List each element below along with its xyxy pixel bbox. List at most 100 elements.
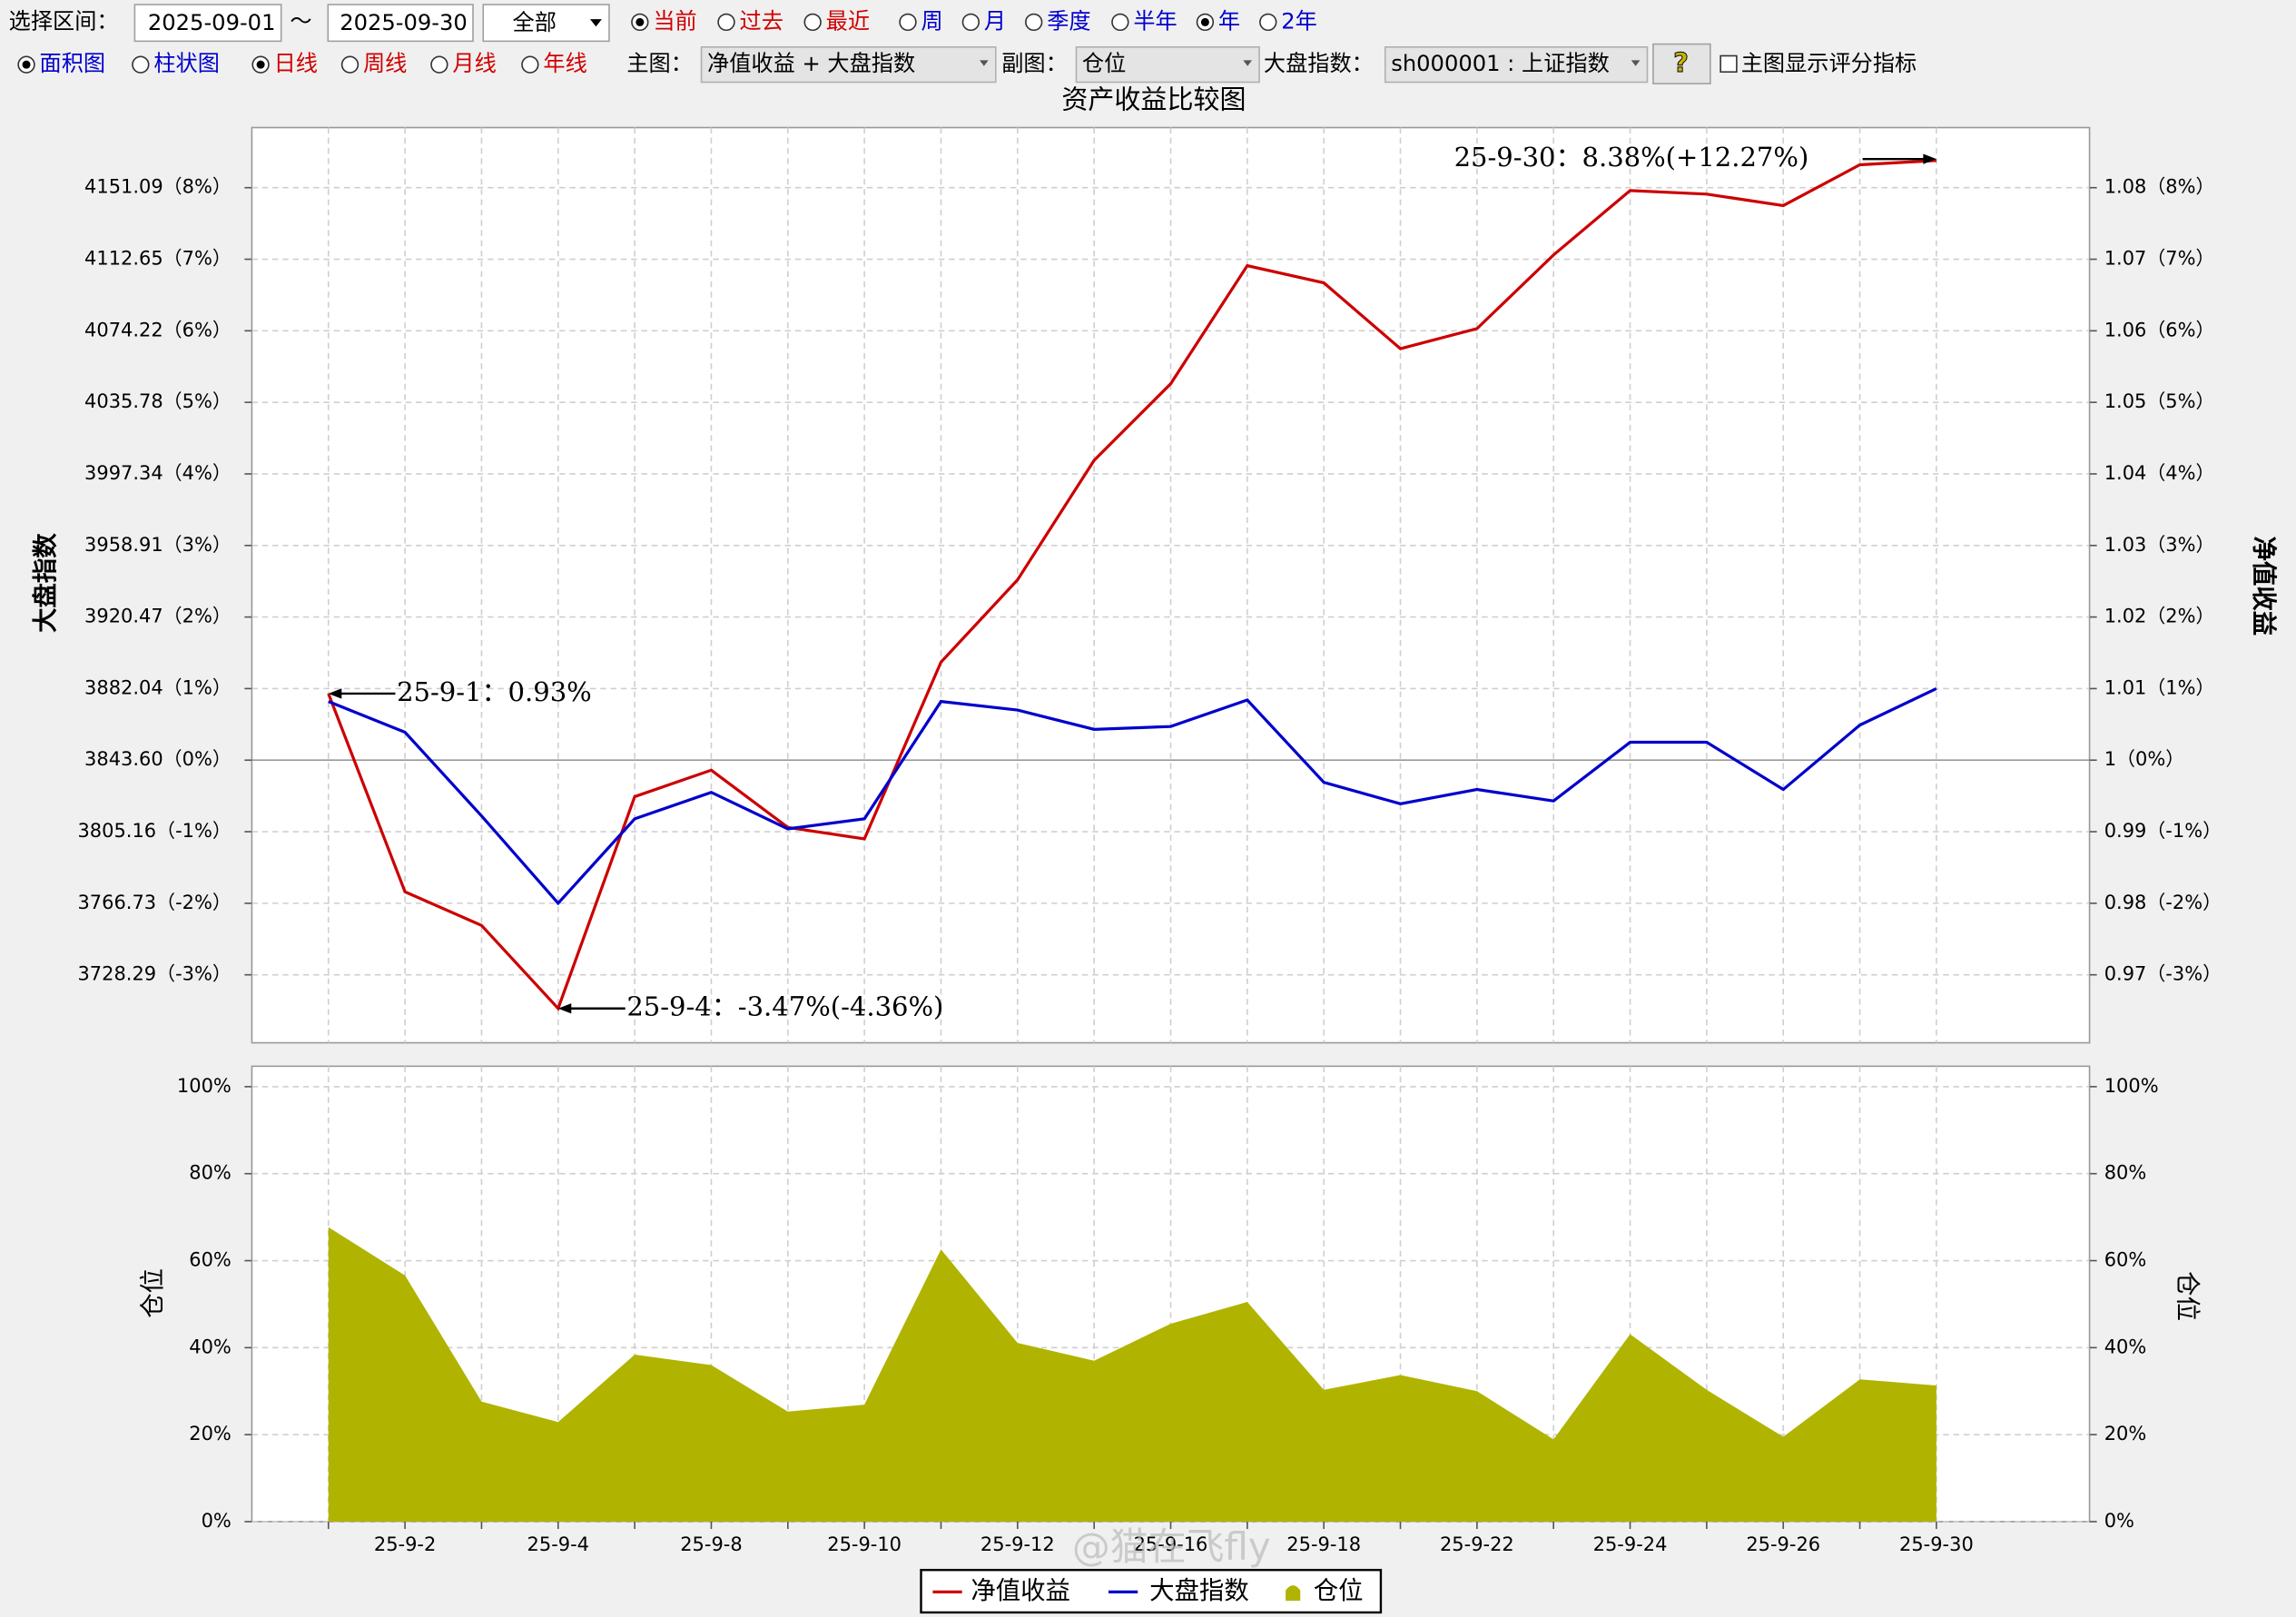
main-select[interactable] xyxy=(700,45,997,84)
radio-button[interactable] xyxy=(430,55,448,74)
y2-axis-label: 净值收益 xyxy=(2249,537,2278,636)
y-tick-label: 100% xyxy=(177,1075,232,1097)
y-tick-label: 3728.29（-3%） xyxy=(77,963,231,985)
end-date: 2025-09-30 xyxy=(340,10,468,35)
data-line xyxy=(327,159,1936,1011)
y2-tick-label: 1.02（2%） xyxy=(2104,606,2215,627)
sub-label: 副图： xyxy=(1001,51,1068,76)
radio-dot xyxy=(636,17,645,26)
y-tick-label: 40% xyxy=(189,1336,232,1357)
radio-label: 月线 xyxy=(452,51,496,76)
y2-tick-label: 0% xyxy=(2104,1510,2134,1532)
dropdown-arrow xyxy=(980,60,989,66)
y-axis-label: 仓位 xyxy=(139,1268,167,1318)
chart-title: 资产收益比较图 xyxy=(1061,84,1246,114)
y-tick-label: 3920.47（2%） xyxy=(84,606,232,627)
y-tick-label: 0% xyxy=(202,1510,232,1532)
radio-label: 最近 xyxy=(826,8,870,34)
radio-label: 2年 xyxy=(1281,8,1317,34)
y-tick-label: 3997.34（4%） xyxy=(84,462,232,484)
x-tick-label: 25-9-12 xyxy=(980,1533,1055,1555)
index-value: sh000001 : 上证指数 xyxy=(1391,51,1610,76)
radio-label: 季度 xyxy=(1047,8,1090,34)
index-select[interactable] xyxy=(1384,45,1649,84)
radio-button[interactable] xyxy=(521,55,539,74)
x-tick-label: 25-9-16 xyxy=(1134,1533,1208,1555)
radio-label: 年线 xyxy=(543,51,586,76)
legend-label: 仓位 xyxy=(1314,1577,1364,1605)
annotation: 25-9-30：8.38%(+12.27%) xyxy=(1454,142,1809,173)
y-axis-label: 大盘指数 xyxy=(31,533,60,633)
radio-dot xyxy=(1200,17,1209,26)
y2-tick-label: 0.99（-1%） xyxy=(2104,820,2222,842)
legend-label: 大盘指数 xyxy=(1149,1577,1249,1605)
y-tick-label: 3882.04（1%） xyxy=(84,676,232,698)
data-line xyxy=(328,686,1937,906)
radio-button[interactable] xyxy=(717,13,735,32)
tilde: ～ xyxy=(290,8,311,34)
scope-select[interactable] xyxy=(482,4,610,43)
radio-label: 面积图 xyxy=(40,51,106,76)
arrow-head xyxy=(557,1003,572,1014)
y2-tick-label: 1.01（1%） xyxy=(2104,676,2215,698)
radio-label: 周线 xyxy=(363,51,407,76)
radio-button[interactable] xyxy=(132,55,150,74)
sub-value: 仓位 xyxy=(1082,51,1126,76)
radio-button[interactable] xyxy=(1025,13,1043,32)
x-tick-label: 25-9-30 xyxy=(1899,1533,1974,1555)
y-tick-label: 80% xyxy=(189,1162,232,1184)
score-option: 主图显示评分指标 xyxy=(1741,51,1917,76)
x-tick-label: 25-9-18 xyxy=(1286,1533,1361,1555)
y-tick-label: 3958.91（3%） xyxy=(84,534,232,556)
y-tick-label: 3805.16（-1%） xyxy=(77,820,231,842)
radio-button[interactable] xyxy=(1111,13,1129,32)
y2-axis-label: 仓位 xyxy=(2173,1271,2202,1321)
y2-tick-label: 100% xyxy=(2104,1075,2159,1097)
data-area xyxy=(328,1227,1936,1522)
radio-label: 年 xyxy=(1218,8,1240,34)
radio-button[interactable] xyxy=(340,55,360,74)
annotation: 25-9-1：0.93% xyxy=(397,676,592,707)
y2-tick-label: 0.97（-3%） xyxy=(2104,963,2222,985)
start-date-input[interactable] xyxy=(133,4,282,43)
index-label: 大盘指数： xyxy=(1264,51,1374,76)
radio-button[interactable] xyxy=(803,13,822,32)
radio-label: 半年 xyxy=(1133,8,1177,34)
scope: 全部 xyxy=(513,10,557,35)
x-tick-label: 25-9-22 xyxy=(1440,1533,1514,1555)
start-date: 2025-09-01 xyxy=(148,10,276,35)
radio-label: 月 xyxy=(984,8,1006,34)
sub-select[interactable] xyxy=(1075,45,1260,84)
x-tick-label: 25-9-2 xyxy=(374,1533,436,1555)
x-tick-label: 25-9-24 xyxy=(1593,1533,1668,1555)
radio-dot xyxy=(256,60,265,69)
y2-tick-label: 80% xyxy=(2104,1162,2147,1184)
annotation: 25-9-4：-3.47%(-4.36%) xyxy=(626,991,943,1022)
main-value: 净值收益 + 大盘指数 xyxy=(707,51,915,76)
y2-tick-label: 40% xyxy=(2104,1336,2147,1357)
radio-label: 日线 xyxy=(274,51,318,76)
y-tick-label: 20% xyxy=(189,1423,232,1444)
checkbox[interactable] xyxy=(1720,54,1738,74)
legend-label: 净值收益 xyxy=(971,1577,1070,1605)
x-tick-label: 25-9-4 xyxy=(527,1533,589,1555)
y-tick-label: 4151.09（8%） xyxy=(84,176,232,198)
y-tick-label: 4035.78（5%） xyxy=(84,390,232,412)
end-date-input[interactable] xyxy=(327,4,474,43)
radio-button[interactable] xyxy=(961,13,980,32)
x-tick-label: 25-9-10 xyxy=(827,1533,902,1555)
y2-tick-label: 1.07（7%） xyxy=(2104,248,2215,270)
main-label: 主图： xyxy=(626,51,693,76)
y-tick-label: 60% xyxy=(189,1249,232,1271)
y2-tick-label: 1.04（4%） xyxy=(2104,462,2215,484)
radio-dot xyxy=(22,60,31,69)
y-tick-label: 3843.60（0%） xyxy=(84,748,232,770)
radio-button[interactable] xyxy=(1259,13,1277,32)
radio-label: 当前 xyxy=(653,8,696,34)
radio-label: 过去 xyxy=(740,8,783,34)
radio-button[interactable] xyxy=(899,13,917,32)
help-button[interactable] xyxy=(1652,43,1711,84)
arrow-head xyxy=(1923,153,1936,164)
range-label: 选择区间： xyxy=(9,8,119,34)
